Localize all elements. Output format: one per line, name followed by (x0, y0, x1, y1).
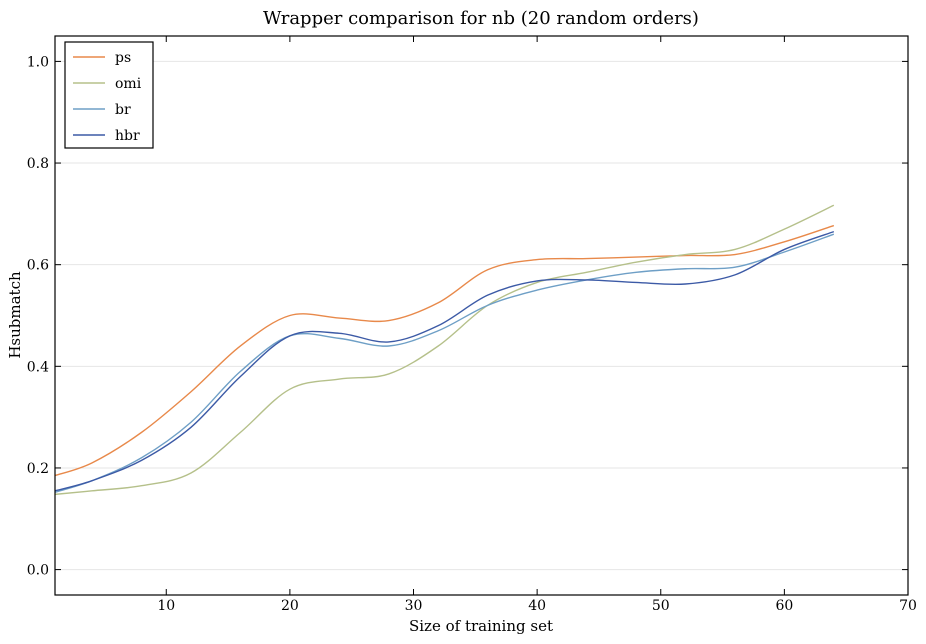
legend-label-ps: ps (115, 50, 131, 66)
x-tick-label: 50 (652, 598, 670, 614)
y-tick-label: 0.0 (27, 563, 49, 579)
series-line-hbr (54, 230, 835, 492)
x-tick-label: 10 (157, 598, 175, 614)
legend-label-omi: omi (115, 76, 142, 92)
y-tick-label: 0.8 (27, 156, 49, 172)
x-tick-label: 60 (775, 598, 793, 614)
x-tick-label: 40 (528, 598, 546, 614)
legend-label-hbr: hbr (115, 128, 140, 144)
x-tick-label: 20 (281, 598, 299, 614)
series-line-br (54, 233, 835, 494)
series-line-ps (54, 224, 835, 477)
y-tick-label: 1.0 (27, 54, 49, 70)
chart-title: Wrapper comparison for nb (20 random ord… (263, 8, 699, 29)
plot-frame (54, 35, 909, 596)
x-tick-label: 70 (899, 598, 917, 614)
x-tick-label: 30 (405, 598, 423, 614)
legend-box (64, 41, 154, 149)
legend-label-br: br (115, 102, 131, 118)
series-line-omi (54, 204, 835, 496)
axis-ticks: 0.0 0.2 0.4 0.6 0.8 1.0 10 20 30 40 50 60 70 (27, 36, 917, 614)
y-tick-label: 0.4 (27, 359, 49, 375)
y-axis-label: Hsubmatch (6, 271, 24, 359)
grid-lines (55, 60, 908, 571)
y-tick-label: 0.6 (27, 258, 49, 274)
x-axis-label: Size of training set (409, 617, 553, 635)
y-tick-label: 0.2 (27, 461, 49, 477)
plot-lines (54, 204, 835, 496)
legend: ps omi br hbr (64, 41, 154, 149)
